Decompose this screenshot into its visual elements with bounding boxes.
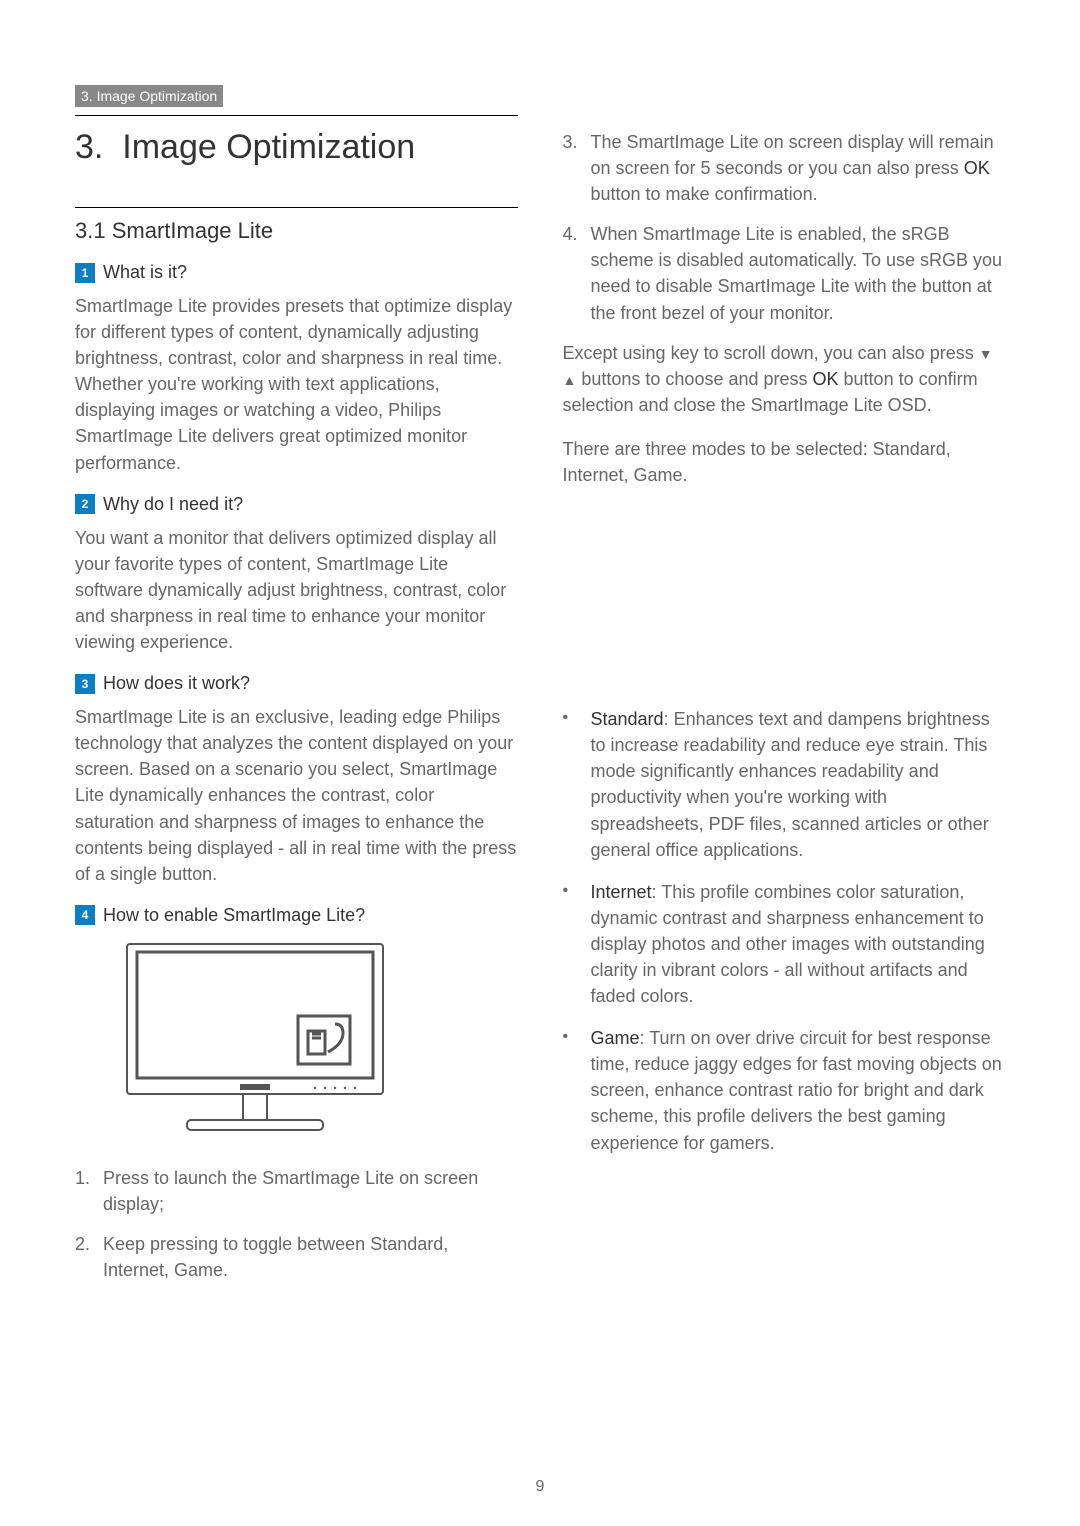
q3-heading: 3 How does it work? bbox=[75, 673, 518, 694]
mode-game: • Game: Turn on over drive circuit for b… bbox=[563, 1025, 1006, 1155]
mode-game-text: Game: Turn on over drive circuit for bes… bbox=[591, 1025, 1006, 1155]
q2-body: You want a monitor that delivers optimiz… bbox=[75, 525, 518, 655]
mode-game-body: : Turn on over drive circuit for best re… bbox=[591, 1028, 1002, 1152]
q2-title: Why do I need it? bbox=[103, 494, 243, 515]
q1-body: SmartImage Lite provides presets that op… bbox=[75, 293, 518, 476]
section-number: 3.1 bbox=[75, 218, 106, 243]
step-3-ok: OK bbox=[964, 158, 990, 178]
step-1-post: to launch the SmartImage Lite on screen … bbox=[103, 1168, 478, 1214]
step-1: 1. Press to launch the SmartImage Lite o… bbox=[75, 1165, 518, 1217]
badge-2-icon: 2 bbox=[75, 494, 95, 514]
page-container: 3. Image Optimization 3. Image Optimizat… bbox=[0, 0, 1080, 1347]
two-column-layout: 3. Image Optimization 3.1 SmartImage Lit… bbox=[75, 115, 1005, 1297]
section-name: SmartImage Lite bbox=[112, 218, 273, 243]
page-number: 9 bbox=[536, 1478, 545, 1496]
bullet-icon: • bbox=[563, 706, 591, 863]
q4-title: How to enable SmartImage Lite? bbox=[103, 905, 365, 926]
q1-title: What is it? bbox=[103, 262, 187, 283]
spacer-large bbox=[563, 506, 1006, 706]
step-1-pre: Press bbox=[103, 1168, 154, 1188]
chapter-number: 3. bbox=[75, 128, 103, 166]
bullet-icon: • bbox=[563, 1025, 591, 1155]
spacer bbox=[563, 115, 1006, 129]
step-1-num: 1. bbox=[75, 1165, 103, 1217]
mode-internet-label: Internet bbox=[591, 882, 652, 902]
bullet-icon: • bbox=[563, 879, 591, 1009]
left-column: 3. Image Optimization 3.1 SmartImage Lit… bbox=[75, 115, 518, 1297]
badge-1-icon: 1 bbox=[75, 263, 95, 283]
q3-title: How does it work? bbox=[103, 673, 250, 694]
except-paragraph: Except using key to scroll down, you can… bbox=[563, 340, 1006, 418]
q2-heading: 2 Why do I need it? bbox=[75, 494, 518, 515]
step-3-post: button to make confirmation. bbox=[591, 184, 818, 204]
step-2-text: Keep pressing to toggle between Standard… bbox=[103, 1231, 518, 1283]
badge-4-icon: 4 bbox=[75, 905, 95, 925]
section-title: 3.1 SmartImage Lite bbox=[75, 207, 518, 244]
step-2-pre: Keep pressing bbox=[103, 1234, 223, 1254]
q4-heading: 4 How to enable SmartImage Lite? bbox=[75, 905, 518, 926]
mode-standard: • Standard: Enhances text and dampens br… bbox=[563, 706, 1006, 863]
mode-standard-text: Standard: Enhances text and dampens brig… bbox=[591, 706, 1006, 863]
step-3-num: 3. bbox=[563, 129, 591, 207]
step-4: 4. When SmartImage Lite is enabled, the … bbox=[563, 221, 1006, 325]
chapter-rule bbox=[75, 115, 518, 116]
except-pre: Except using bbox=[563, 343, 671, 363]
monitor-illustration-icon bbox=[115, 936, 395, 1141]
except-mid1: key to scroll down, you can also press bbox=[671, 343, 979, 363]
step-2: 2. Keep pressing to toggle between Stand… bbox=[75, 1231, 518, 1283]
badge-3-icon: 3 bbox=[75, 674, 95, 694]
chapter-name: Image Optimization bbox=[122, 128, 415, 166]
header-breadcrumb: 3. Image Optimization bbox=[75, 85, 223, 107]
right-column: 3. The SmartImage Lite on screen display… bbox=[563, 115, 1006, 1297]
mode-standard-label: Standard bbox=[591, 709, 664, 729]
q3-body: SmartImage Lite is an exclusive, leading… bbox=[75, 704, 518, 887]
step-3: 3. The SmartImage Lite on screen display… bbox=[563, 129, 1006, 207]
chapter-title: 3. Image Optimization bbox=[75, 128, 518, 167]
mode-standard-body: : Enhances text and dampens brightness t… bbox=[591, 709, 990, 859]
step-3-pre: The SmartImage Lite on screen display wi… bbox=[591, 132, 994, 178]
step-1-text: Press to launch the SmartImage Lite on s… bbox=[103, 1165, 518, 1217]
step-2-num: 2. bbox=[75, 1231, 103, 1283]
q1-heading: 1 What is it? bbox=[75, 262, 518, 283]
step-4-text: When SmartImage Lite is enabled, the sRG… bbox=[591, 221, 1006, 325]
modes-intro: There are three modes to be selected: St… bbox=[563, 436, 1006, 488]
mode-internet: • Internet: This profile combines color … bbox=[563, 879, 1006, 1009]
step-4-num: 4. bbox=[563, 221, 591, 325]
step-3-text: The SmartImage Lite on screen display wi… bbox=[591, 129, 1006, 207]
except-ok: OK bbox=[813, 369, 839, 389]
mode-internet-text: Internet: This profile combines color sa… bbox=[591, 879, 1006, 1009]
mode-game-label: Game bbox=[591, 1028, 640, 1048]
except-mid2: buttons to choose and press bbox=[576, 369, 812, 389]
